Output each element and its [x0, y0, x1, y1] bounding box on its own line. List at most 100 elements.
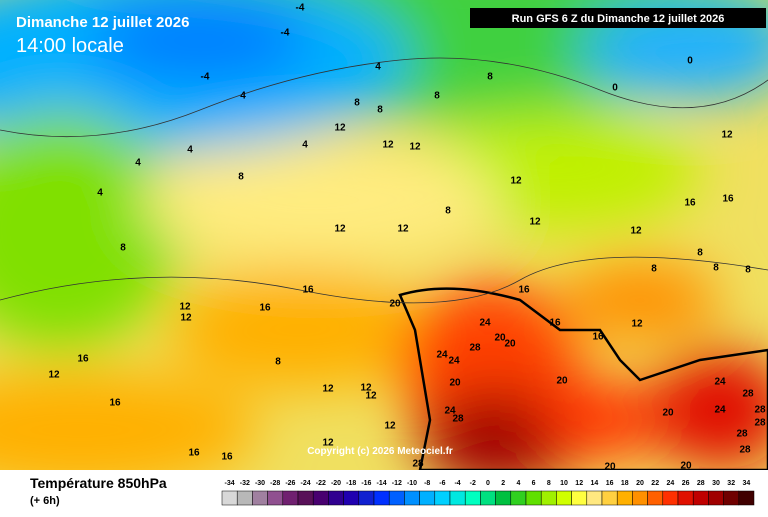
contour-label: 20: [449, 378, 461, 389]
contour-label: 8: [434, 91, 440, 102]
contour-label: 8: [445, 206, 451, 217]
legend-tick-label: -16: [361, 480, 371, 487]
legend-tick-label: -22: [316, 480, 326, 487]
contour-label: 12: [180, 313, 192, 324]
legend-swatch: [282, 490, 299, 506]
legend-tick-label: -20: [331, 480, 341, 487]
contour-label: -4: [281, 28, 290, 39]
contour-label: 4: [302, 140, 308, 151]
legend-tick-label: -30: [255, 480, 265, 487]
contour-label: 8: [354, 98, 360, 109]
legend-tick-label: -34: [225, 480, 235, 487]
contour-label: 16: [188, 448, 200, 459]
contour-label: 8: [120, 243, 126, 254]
legend-swatch: [708, 490, 724, 506]
contour-label: 20: [504, 339, 516, 350]
legend-tick-label: -12: [392, 480, 402, 487]
contour-label: 8: [275, 357, 281, 368]
run-info: Run GFS 6 Z du Dimanche 12 juillet 2026: [512, 13, 725, 25]
legend-swatch: [328, 490, 344, 506]
legend-swatch: [647, 490, 664, 506]
contour-label: 24: [714, 377, 726, 388]
legend-swatch: [601, 490, 618, 506]
contour-label: 16: [592, 332, 604, 343]
contour-label: 28: [742, 389, 754, 400]
contour-label: 4: [240, 91, 246, 102]
contour-label: 20: [494, 333, 506, 344]
legend-tick-label: -32: [240, 480, 250, 487]
contour-label: 12: [334, 123, 346, 134]
contour-label: 8: [377, 105, 383, 116]
legend-tick-label: 16: [606, 480, 614, 487]
contour-label: 8: [487, 72, 493, 83]
contour-label: 28: [754, 405, 766, 416]
legend-swatch: [373, 490, 390, 506]
legend-tick-label: -8: [424, 480, 430, 487]
legend-tick-label: -18: [346, 480, 356, 487]
legend-tick-label: 24: [667, 480, 675, 487]
legend-swatch: [723, 490, 740, 506]
legend-title: Température 850hPa: [30, 475, 167, 491]
legend-tick-label: 34: [743, 480, 751, 487]
legend-tick-label: 30: [712, 480, 720, 487]
contour-label: 24: [436, 350, 448, 361]
legend-swatch: [556, 490, 572, 506]
contour-label: 24: [714, 405, 726, 416]
contour-label: 28: [452, 414, 464, 425]
legend-tick-label: -2: [470, 480, 476, 487]
legend-tick-label: 20: [636, 480, 644, 487]
legend-tick-label: -14: [377, 480, 387, 487]
contour-label: 12: [48, 370, 60, 381]
legend-swatch: [221, 490, 238, 506]
legend-swatch: [677, 490, 694, 506]
contour-label: 28: [469, 343, 481, 354]
contour-label: 16: [221, 452, 233, 463]
contour-label: 12: [409, 142, 421, 153]
contour-label: 12: [179, 302, 191, 313]
legend-swatch: [738, 490, 755, 506]
contour-label: 28: [754, 418, 766, 429]
contour-label: 16: [259, 303, 271, 314]
legend-tick-label: -6: [439, 480, 445, 487]
contour-label: 20: [680, 461, 692, 472]
contour-label: 12: [631, 319, 643, 330]
contour-label: 12: [334, 224, 346, 235]
legend-swatch: [571, 490, 588, 506]
contour-label: 16: [302, 285, 314, 296]
legend-swatch: [388, 490, 405, 506]
copyright: Copyright (c) 2026 Meteociel.fr: [307, 446, 453, 457]
contour-label: 20: [389, 299, 401, 310]
contour-label: 8: [697, 248, 703, 259]
legend-swatch: [434, 490, 451, 506]
legend-tick-label: 22: [651, 480, 659, 487]
legend-swatch: [297, 490, 314, 506]
contour-label: 28: [739, 445, 751, 456]
contour-label: 8: [238, 172, 244, 183]
legend-swatch: [267, 490, 284, 506]
legend-swatch: [464, 490, 481, 506]
legend-swatch: [632, 490, 648, 506]
contour-label: 12: [322, 384, 334, 395]
contour-label: -4: [201, 72, 210, 83]
legend-tick-label: -10: [407, 480, 417, 487]
legend-tick-label: 0: [486, 480, 490, 487]
legend-tick-label: -4: [454, 480, 460, 487]
contour-label: 28: [412, 459, 424, 470]
contour-label: 24: [479, 318, 491, 329]
legend-swatch: [343, 490, 360, 506]
contour-label: 16: [549, 318, 561, 329]
legend-tick-label: -28: [270, 480, 280, 487]
legend-tick-label: 10: [560, 480, 568, 487]
contour-label: 12: [365, 391, 377, 402]
contour-label: 12: [384, 421, 396, 432]
legend-tick-label: 4: [516, 480, 520, 487]
time: 14:00 locale: [16, 35, 124, 57]
contour-label: 8: [651, 264, 657, 275]
contour-label: 4: [187, 145, 193, 156]
contour-label: 16: [77, 354, 89, 365]
legend-tick-label: 14: [591, 480, 599, 487]
legend-tick-label: 12: [575, 480, 583, 487]
contour-label: 12: [529, 217, 541, 228]
legend-swatch: [236, 490, 253, 506]
